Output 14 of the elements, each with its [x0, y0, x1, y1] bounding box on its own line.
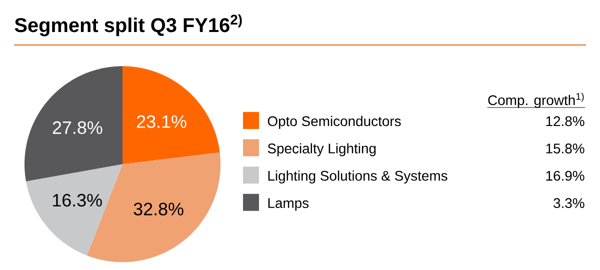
legend-label: Lighting Solutions & Systems	[268, 170, 448, 184]
data-label: 16.3%	[53, 194, 102, 207]
data-label: 32.8%	[134, 202, 184, 216]
text: Comp. growth$^{1)}$	[488, 92, 584, 108]
text: 16.9%	[546, 170, 584, 181]
legend-label: Specialty Lighting	[268, 143, 376, 156]
legend-label: Lamps	[268, 198, 309, 211]
chart-title: Segment split Q3 FY16$^{2)}$	[14, 14, 242, 36]
text: 12.8%	[546, 116, 584, 126]
text: 3.3%	[554, 198, 584, 208]
data-label: 23.1%	[137, 115, 186, 128]
data-label: 27.8%	[52, 121, 102, 134]
legend-label: Opto Semiconductors	[268, 116, 401, 129]
text: 15.8%	[546, 144, 584, 154]
